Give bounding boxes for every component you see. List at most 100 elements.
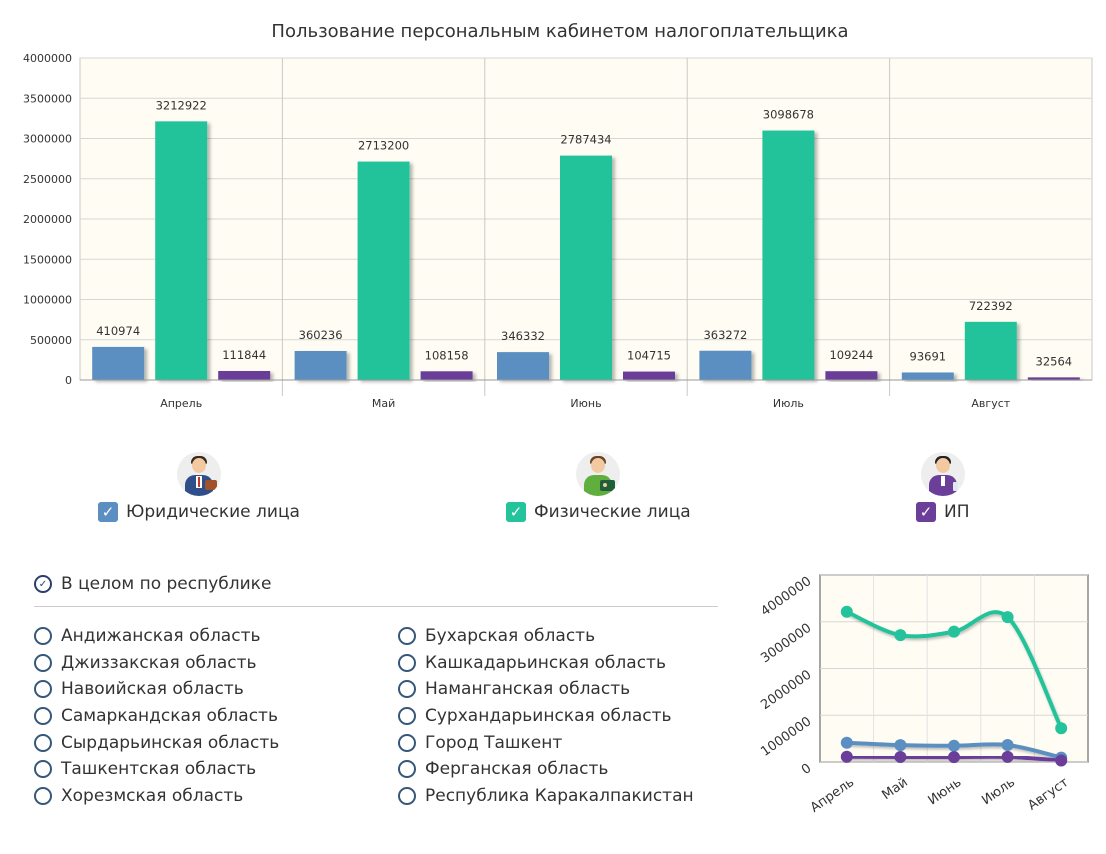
x-tick-label: Июнь [926,775,965,808]
data-label: 722392 [969,299,1013,313]
y-tick-label: 3000000 [23,133,72,146]
bar[interactable] [357,161,410,380]
data-point[interactable] [948,739,960,752]
data-label: 93691 [910,349,947,363]
data-point[interactable] [1055,722,1068,735]
region-radio-item[interactable]: Сурхандарьинская область [398,703,694,730]
radio-icon[interactable] [398,707,416,726]
bar[interactable] [218,370,271,380]
radio-icon[interactable] [34,760,52,779]
bar[interactable] [699,350,752,380]
bar[interactable] [497,352,549,380]
data-label: 2713200 [358,139,409,153]
series-line [844,609,1064,731]
region-radio-item[interactable]: Бухарская область [398,623,694,650]
region-radio-item[interactable]: Навоийская область [34,676,279,703]
region-label: Наманганская область [425,679,631,700]
radio-icon[interactable] [34,733,52,752]
individuals-checkbox[interactable]: ✓ [506,502,526,522]
y-tick-label: 3500000 [23,92,72,105]
region-label: Бухарская область [425,626,596,647]
region-radio-item[interactable]: Самаркандская область [34,703,279,730]
data-point[interactable] [840,750,853,763]
radio-icon[interactable] [398,786,416,805]
region-radio-item[interactable]: Джиззакская область [34,650,279,677]
region-label: Джиззакская область [61,652,257,673]
data-point[interactable] [1001,739,1014,752]
y-tick-label: 2000000 [758,667,814,713]
data-point[interactable] [1001,611,1014,624]
region-radio-item[interactable]: Сырдарьинская область [34,729,279,756]
legal-entities-checkbox[interactable]: ✓ [98,502,118,522]
y-tick-label: 0 [799,761,814,778]
data-point[interactable] [894,629,907,642]
bar[interactable] [560,155,612,380]
bar[interactable] [901,372,954,380]
region-radio-item[interactable]: Республика Каракалпакистан [398,783,694,810]
data-label: 32564 [1036,354,1073,368]
radio-icon[interactable] [398,760,416,779]
y-tick-label: 2000000 [23,213,72,226]
radio-icon[interactable] [398,733,416,752]
region-radio-item[interactable]: Ферганская область [398,756,694,783]
legend-item-individuals[interactable]: ✓ Физические лица [506,452,691,522]
radio-icon[interactable] [398,680,416,699]
radio-icon[interactable] [34,627,52,646]
bar[interactable] [155,121,208,381]
check-circle-icon[interactable]: ✓ [34,575,52,593]
region-radio-item[interactable]: Кашкадарьинская область [398,650,694,677]
region-radio-item[interactable]: Наманганская область [398,676,694,703]
region-label: Республика Каракалпакистан [425,785,694,806]
region-label: Навоийская область [61,679,244,700]
entrepreneurs-checkbox[interactable]: ✓ [916,502,936,522]
region-radio-item[interactable]: Андижанская область [34,623,279,650]
radio-icon[interactable] [34,786,52,805]
region-radio-item[interactable]: Ташкентская область [34,756,279,783]
data-label: 363272 [703,328,747,342]
radio-icon[interactable] [398,627,416,646]
region-label: Кашкадарьинская область [425,652,666,673]
region-list-left: Андижанская область Джиззакская область … [34,623,279,809]
region-all-option[interactable]: ✓ В целом по республике [34,574,271,594]
region-all-label: В целом по республике [61,574,272,594]
radio-icon[interactable] [34,707,52,726]
legend-item-legal-entities[interactable]: ✓ Юридические лица [98,452,300,522]
region-label: Самаркандская область [61,706,278,727]
region-label: Ташкентская область [61,759,257,780]
bar[interactable] [92,346,145,380]
data-point[interactable] [840,605,853,618]
y-tick-label: 500000 [30,334,72,347]
bar[interactable] [964,321,1017,380]
data-point[interactable] [894,739,907,752]
data-point[interactable] [948,751,960,764]
legend-label: ИП [944,502,970,522]
x-tick-label: Август [971,397,1010,410]
y-tick-label: 2500000 [23,173,72,186]
data-label: 108158 [425,348,469,362]
legend-item-entrepreneurs[interactable]: ✓ ИП [916,452,970,522]
region-radio-item[interactable]: Хорезмская область [34,783,279,810]
region-label: Ферганская область [425,759,609,780]
bar[interactable] [294,351,347,380]
region-radio-item[interactable]: Город Ташкент [398,729,694,756]
data-point[interactable] [1055,754,1068,767]
bar[interactable] [1027,377,1080,380]
x-tick-label: Апрель [160,397,202,410]
x-tick-label: Июнь [570,397,601,410]
bar-chart: Пользование персональным кабинетом налог… [23,21,1093,410]
x-tick-label: Май [879,775,910,803]
data-label: 360236 [299,328,343,342]
radio-icon[interactable] [398,653,416,672]
bar[interactable] [420,371,473,380]
data-point[interactable] [840,736,853,749]
data-point[interactable] [948,625,960,638]
radio-icon[interactable] [34,653,52,672]
bar[interactable] [623,371,675,380]
data-point[interactable] [894,750,907,763]
bar[interactable] [825,371,878,380]
radio-icon[interactable] [34,680,52,699]
bar[interactable] [762,130,815,380]
x-tick-label: Август [1025,775,1071,814]
data-point[interactable] [1001,750,1014,763]
